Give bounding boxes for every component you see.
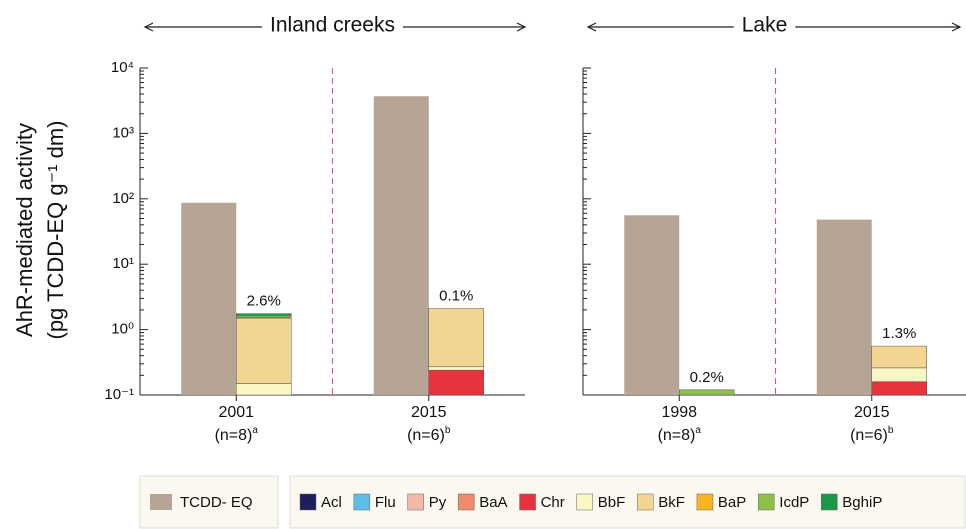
x-tick-label: 2015: [854, 404, 890, 421]
y-tick-label: 10²: [112, 190, 134, 207]
bar: [624, 215, 680, 395]
stack-segment: [236, 315, 292, 318]
legend-label: Acl: [321, 494, 342, 511]
legend-swatch: [821, 493, 838, 511]
stack-segment: [236, 317, 292, 384]
group-title: Lake: [742, 14, 788, 37]
stack-segment: [679, 389, 735, 396]
x-tick-label: 1998: [661, 404, 697, 421]
legend-swatch: [519, 493, 536, 511]
legend-swatch: [696, 493, 714, 511]
legend-swatch: [457, 493, 475, 511]
footnote: b: [445, 425, 451, 436]
sample-size: (n=6): [407, 427, 445, 444]
y-tick-label: 10¹: [112, 255, 134, 272]
y-tick-label: 10⁰: [111, 321, 134, 338]
y-axis-label: (pg TCDD-EQ g⁻¹ dm): [43, 120, 68, 339]
y-tick-label: 10⁻¹: [104, 386, 134, 403]
group-title: Inland creeks: [270, 14, 395, 37]
sample-label: (n=6)b: [407, 425, 451, 445]
stack-label: 0.1%: [439, 287, 473, 304]
sample-label: (n=8)a: [658, 425, 702, 445]
stack-segment: [871, 345, 927, 369]
legend-label: BbF: [598, 494, 626, 511]
legend-label: BkF: [658, 494, 685, 511]
x-tick-label: 2015: [411, 404, 447, 421]
bar: [816, 219, 872, 395]
footnote: a: [695, 425, 701, 436]
stack-segment: [871, 381, 927, 396]
legend-label: Chr: [541, 494, 565, 511]
stack-label: 0.2%: [690, 369, 724, 386]
legend-swatch: [637, 493, 654, 511]
legend-label: BaA: [479, 494, 507, 511]
legend-label: Py: [429, 494, 447, 511]
y-tick-label: 10³: [112, 124, 134, 141]
bar: [181, 202, 237, 395]
legend-swatch: [576, 493, 593, 511]
legend-swatch: [758, 493, 775, 511]
stack-segment: [428, 366, 484, 371]
legend-box: [289, 475, 966, 529]
arrow-head: [586, 22, 597, 32]
legend-swatch: [407, 493, 424, 511]
stack-segment: [871, 367, 927, 382]
legend-label: BaP: [718, 494, 746, 511]
legend-label: BghiP: [842, 494, 882, 511]
sample-size: (n=6): [850, 427, 888, 444]
sample-label: (n=8)a: [215, 425, 259, 445]
legend-label: IcdP: [779, 494, 809, 511]
sample-label: (n=6)b: [850, 425, 894, 445]
bar: [373, 96, 429, 395]
legend-swatch: [353, 493, 371, 511]
arrow-head: [951, 22, 962, 32]
y-tick-label: 10⁴: [111, 59, 134, 76]
legend-label: Flu: [375, 494, 396, 511]
sample-size: (n=8): [658, 427, 696, 444]
footnote: b: [888, 425, 894, 436]
footnote: a: [252, 425, 258, 436]
stack-label: 1.3%: [882, 325, 916, 342]
arrow-head: [143, 22, 154, 32]
stack-segment: [236, 313, 292, 316]
stack-segment: [236, 383, 292, 396]
x-tick-label: 2001: [218, 404, 254, 421]
stack-segment: [428, 308, 484, 368]
sample-size: (n=8): [215, 427, 253, 444]
arrow-head: [516, 22, 527, 32]
legend-swatch: [150, 494, 172, 510]
legend-swatch: [299, 493, 317, 511]
legend-label: TCDD- EQ: [180, 494, 253, 511]
y-axis-label: AhR-mediated activity: [12, 123, 37, 337]
stack-segment: [428, 369, 484, 396]
stack-label: 2.6%: [247, 293, 281, 310]
